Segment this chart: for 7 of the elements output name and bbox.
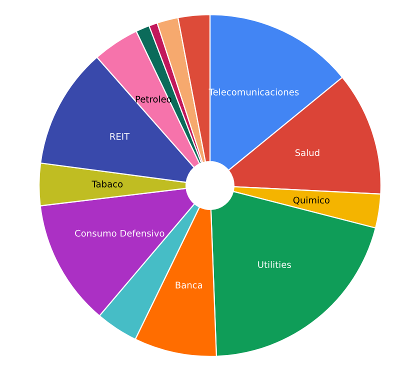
slice-label: Consumo Defensivo bbox=[75, 230, 164, 237]
slice-label: Quimico bbox=[293, 196, 330, 205]
slice-label: REIT bbox=[110, 133, 130, 140]
slice-label: Utilities bbox=[258, 260, 291, 268]
slice-label: Tabaco bbox=[92, 180, 123, 188]
slice-label: Banca bbox=[176, 282, 202, 288]
slice-label: Salud bbox=[295, 149, 320, 156]
